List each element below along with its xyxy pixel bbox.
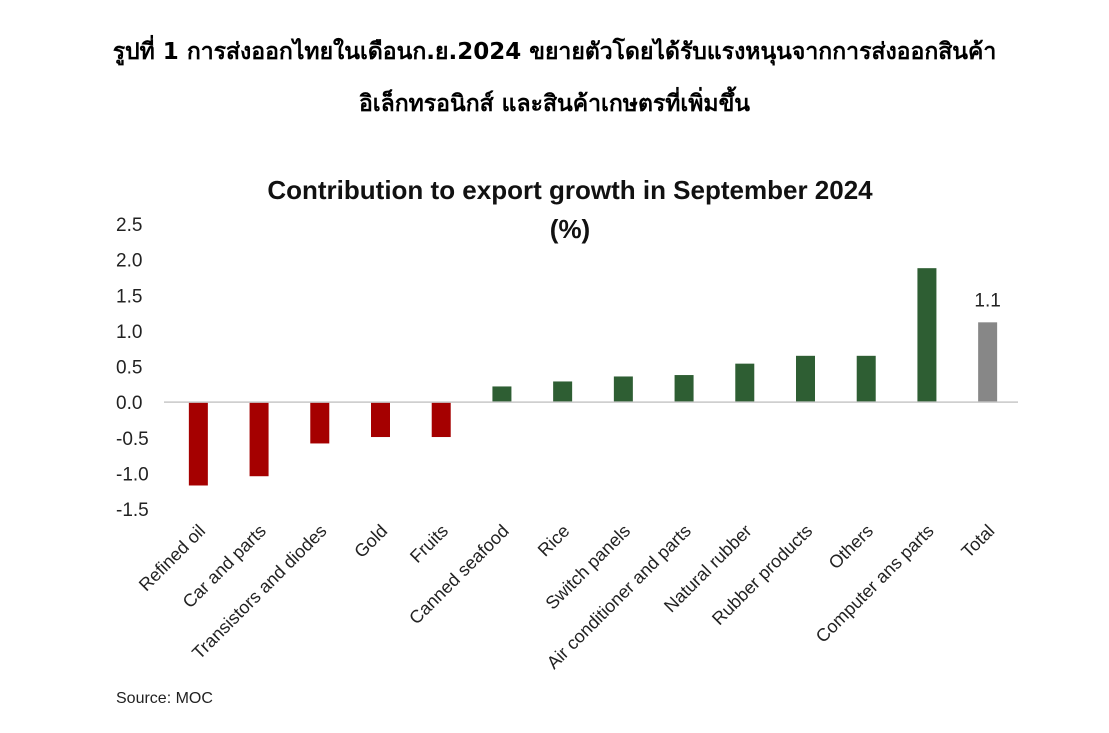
bar-transistors-and-diodes: [310, 402, 330, 444]
y-tick-label: -0.5: [116, 429, 149, 450]
y-tick-label: 2.5: [116, 215, 142, 236]
x-category-label: Others: [825, 521, 877, 573]
y-tick-label: 0.5: [116, 358, 142, 379]
bar-others: [856, 355, 876, 403]
chart-title: Contribution to export growth in Septemb…: [267, 175, 873, 205]
bar-computer-ans-parts: [917, 268, 937, 403]
bar-total: [978, 322, 998, 403]
x-category-label: Total: [957, 521, 998, 562]
y-tick-label: 2.0: [116, 251, 142, 272]
source-note: Source: MOC: [116, 690, 213, 707]
bar-switch-panels: [613, 376, 633, 403]
bar-natural-rubber: [735, 363, 755, 403]
bar-fruits: [431, 402, 451, 438]
x-category-label: Gold: [350, 521, 391, 562]
bar-car-and-parts: [249, 402, 269, 477]
bar-refined-oil: [188, 402, 208, 486]
figure-heading-line1: รูปที่ 1 การส่งออกไทยในเดือนก.ย.2024 ขยา…: [112, 39, 997, 65]
y-tick-label: -1.0: [116, 464, 149, 485]
bar-air-conditioner-and-parts: [674, 375, 694, 403]
figure-heading-line2: อิเล็กทรอนิกส์ และสินค้าเกษตรที่เพิ่มขึ้…: [358, 91, 751, 117]
y-tick-label: 0.0: [116, 393, 142, 414]
bar-canned-seafood: [492, 386, 512, 403]
bar-rice: [553, 381, 573, 403]
y-tick-label: -1.5: [116, 500, 149, 521]
bar-rubber-products: [796, 355, 815, 403]
x-category-label: Fruits: [406, 521, 452, 567]
bars: [188, 268, 998, 486]
y-tick-label: 1.0: [116, 322, 142, 343]
data-label-total: 1.1: [974, 290, 1000, 311]
chart-subtitle: (%): [550, 214, 590, 244]
x-category-label: Computer ans parts: [812, 521, 938, 647]
x-category-label: Rice: [534, 521, 574, 561]
data-labels: 1.1: [974, 290, 1000, 311]
y-axis: 2.5 2.0 1.5 1.0 0.5 0.0 -0.5 -1.0 -1.5: [116, 215, 149, 521]
y-tick-label: 1.5: [116, 286, 142, 307]
bar-gold: [371, 402, 390, 438]
